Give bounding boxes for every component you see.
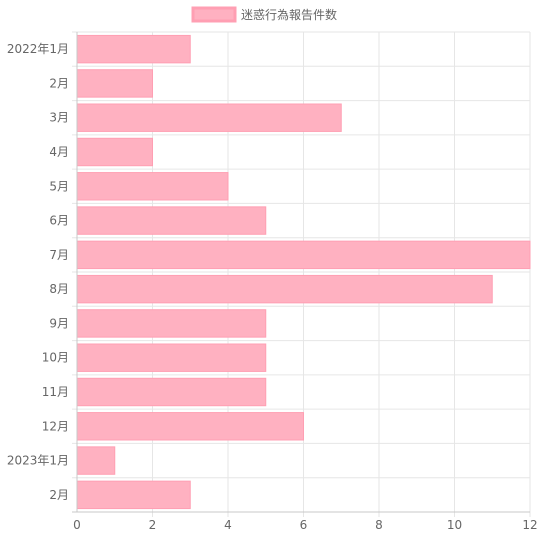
grid (72, 31, 531, 517)
y-tick-label: 2023年1月 (7, 454, 69, 468)
bar[interactable] (76, 412, 304, 441)
x-tick-label: 4 (224, 518, 232, 532)
y-tick-label: 11月 (42, 385, 69, 399)
x-tick-label: 6 (300, 518, 308, 532)
y-tick-label: 12月 (42, 419, 69, 433)
bar[interactable] (76, 446, 116, 475)
y-tick-label: 2022年1月 (7, 42, 69, 56)
bar[interactable] (76, 172, 229, 201)
y-tick-label: 7月 (49, 248, 69, 262)
y-tick-label: 3月 (49, 111, 69, 125)
bar[interactable] (76, 34, 191, 64)
bar[interactable] (76, 206, 267, 235)
bar[interactable] (76, 69, 153, 98)
bar[interactable] (76, 274, 493, 304)
y-tick-label: 5月 (49, 179, 69, 193)
y-tick-label: 4月 (49, 145, 69, 159)
axes (72, 32, 530, 513)
legend-label: 迷惑行為報告件数 (241, 7, 337, 22)
y-tick-label: 2月 (49, 76, 69, 90)
bars (76, 34, 531, 510)
bar[interactable] (76, 343, 267, 372)
x-tick-label: 8 (375, 518, 383, 532)
bar[interactable] (76, 480, 191, 510)
bar[interactable] (76, 240, 531, 270)
y-tick-label: 2月 (49, 488, 69, 502)
x-tick-label: 12 (522, 518, 537, 532)
legend-swatch (191, 6, 237, 23)
y-tick-label: 9月 (49, 316, 69, 330)
y-axis-labels: 2022年1月 2月 3月 4月 5月 6月 7月 8月 9月 10月 11月 12月 2023年1月 2… (7, 42, 69, 502)
y-tick-label: 10月 (42, 351, 69, 365)
bar[interactable] (76, 377, 267, 407)
bar[interactable] (76, 137, 153, 167)
x-tick-label: 10 (447, 518, 462, 532)
x-axis-labels: 0 2 4 6 8 10 12 (73, 518, 537, 532)
x-tick-label: 2 (149, 518, 157, 532)
legend[interactable]: 迷惑行為報告件数 (191, 6, 337, 23)
bar[interactable] (76, 309, 267, 338)
bar[interactable] (76, 103, 342, 132)
y-tick-label: 8月 (49, 282, 69, 296)
y-tick-label: 6月 (49, 214, 69, 228)
x-tick-label: 0 (73, 518, 81, 532)
